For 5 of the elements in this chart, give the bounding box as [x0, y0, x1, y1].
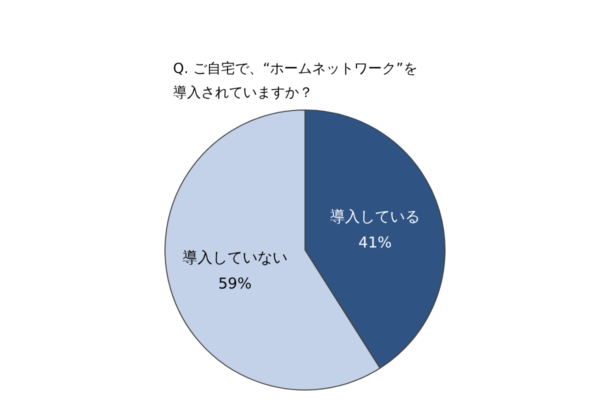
chart-title: Q. ご自宅で、“ホームネットワーク”を導入されていますか？ — [173, 61, 418, 101]
slice-label: 導入していない — [182, 248, 288, 266]
slice-label: 導入している — [330, 208, 420, 226]
data-label: 41% — [358, 234, 392, 252]
data-label: 59% — [218, 274, 252, 292]
